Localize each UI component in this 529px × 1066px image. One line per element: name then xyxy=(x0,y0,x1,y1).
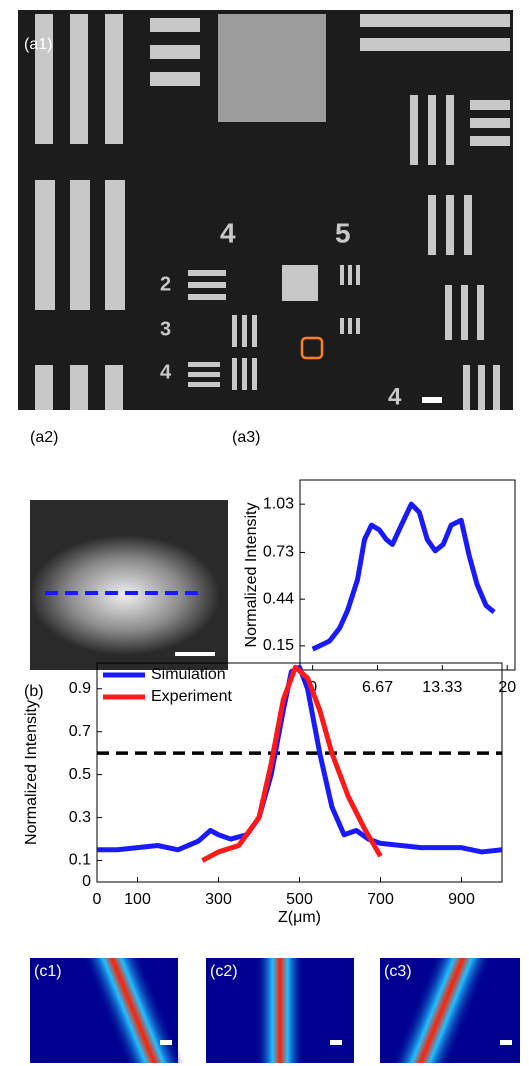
y-tick-label: 0.73 xyxy=(263,544,294,561)
data-line xyxy=(201,664,383,863)
y-tick-label: 0.5 xyxy=(69,766,91,783)
y-tick-label: 0.3 xyxy=(69,809,91,826)
y-tick-label: 0.7 xyxy=(69,723,91,740)
data-line xyxy=(311,501,496,652)
y-tick-label: 0.15 xyxy=(263,637,294,654)
y-tick-label: 0.44 xyxy=(263,590,294,607)
y-axis-label: Normalized Intensity xyxy=(23,700,40,845)
x-tick-label: 6.67 xyxy=(362,679,393,696)
x-tick-label: 100 xyxy=(124,891,151,908)
x-tick-label: 500 xyxy=(286,891,313,908)
beam-images xyxy=(30,958,520,1063)
x-tick-label: 20 xyxy=(498,679,516,696)
panel-label: (a3) xyxy=(232,429,260,446)
x-tick-label: 900 xyxy=(448,891,475,908)
panel-label: (c3) xyxy=(384,963,412,980)
legend-label: Simulation xyxy=(151,666,226,683)
y-tick-label: 0.9 xyxy=(69,680,91,697)
x-tick-label: 0 xyxy=(93,891,102,908)
resolution-target-image: 4 5 2 3 4 4 xyxy=(18,10,513,410)
legend-label: Experiment xyxy=(151,688,232,705)
y-tick-label: 0 xyxy=(82,873,91,890)
y-tick-label: 1.03 xyxy=(263,495,294,512)
x-tick-label: 13.33 xyxy=(422,679,462,696)
y-tick-label: 0.1 xyxy=(69,852,91,869)
svg-text:4: 4 xyxy=(388,383,402,410)
panel-label: (c2) xyxy=(210,963,238,980)
x-tick-label: 300 xyxy=(205,891,232,908)
svg-text:2: 2 xyxy=(160,273,171,295)
panel-label: (a1) xyxy=(24,36,52,53)
svg-text:4: 4 xyxy=(160,361,172,383)
y-axis-label: Normalized Intensity xyxy=(243,503,260,648)
x-tick-label: 700 xyxy=(367,891,394,908)
svg-text:3: 3 xyxy=(160,318,171,340)
svg-text:5: 5 xyxy=(335,217,351,248)
panel-label: (b) xyxy=(24,683,44,700)
panel-label: (a2) xyxy=(30,429,58,446)
spot-image xyxy=(30,500,228,670)
panel-label: (c1) xyxy=(34,963,62,980)
plot-frame xyxy=(299,479,516,671)
svg-text:4: 4 xyxy=(220,217,236,248)
x-axis-label: Z(μm) xyxy=(278,909,321,926)
